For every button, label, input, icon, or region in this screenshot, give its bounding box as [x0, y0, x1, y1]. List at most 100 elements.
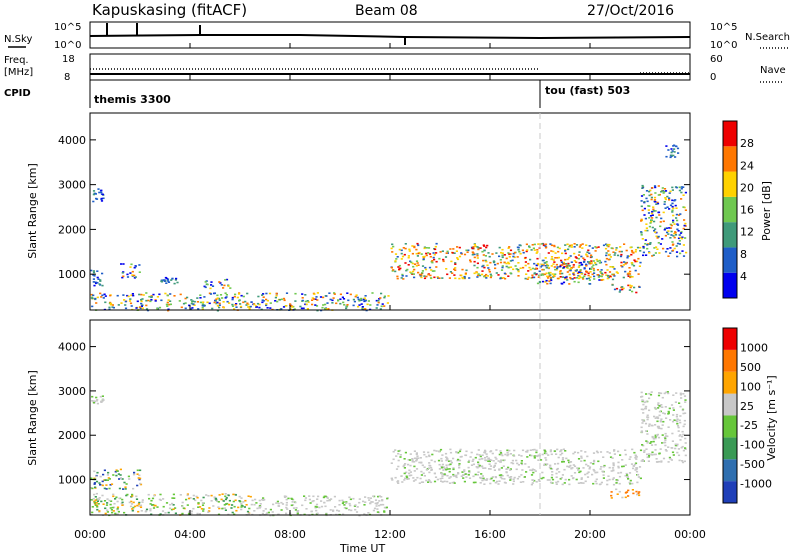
- data-pixel: [647, 460, 650, 462]
- data-pixel: [544, 450, 547, 453]
- data-pixel: [499, 277, 502, 280]
- data-pixel: [477, 273, 480, 275]
- data-pixel: [438, 257, 441, 260]
- data-pixel: [269, 514, 272, 517]
- data-pixel: [575, 257, 578, 259]
- data-pixel: [578, 275, 581, 277]
- data-pixel: [138, 264, 141, 266]
- data-pixel: [260, 308, 263, 311]
- data-pixel: [629, 246, 632, 249]
- data-pixel: [570, 467, 573, 470]
- data-pixel: [664, 234, 667, 237]
- data-pixel: [660, 418, 663, 420]
- data-pixel: [304, 294, 307, 296]
- data-pixel: [201, 306, 204, 309]
- data-pixel: [374, 499, 378, 501]
- data-pixel: [224, 292, 227, 294]
- data-pixel: [503, 478, 506, 480]
- data-pixel: [533, 272, 536, 274]
- data-pixel: [552, 250, 555, 253]
- data-pixel: [662, 420, 665, 423]
- data-pixel: [610, 494, 613, 497]
- data-pixel: [634, 250, 637, 253]
- data-pixel: [412, 480, 416, 482]
- data-pixel: [478, 454, 481, 456]
- data-pixel: [359, 299, 362, 301]
- data-pixel: [548, 280, 551, 282]
- data-pixel: [424, 266, 427, 269]
- data-pixel: [127, 295, 130, 298]
- data-pixel: [109, 302, 113, 305]
- data-pixel: [472, 481, 475, 484]
- data-pixel: [605, 243, 608, 246]
- data-pixel: [109, 507, 112, 509]
- data-pixel: [192, 303, 195, 305]
- data-pixel: [266, 307, 269, 309]
- data-pixel: [681, 435, 684, 438]
- data-pixel: [352, 304, 355, 307]
- data-pixel: [428, 455, 431, 458]
- data-pixel: [258, 505, 261, 507]
- data-pixel: [383, 305, 386, 307]
- data-pixel: [558, 247, 561, 250]
- data-pixel: [682, 393, 685, 395]
- data-pixel: [472, 463, 475, 466]
- data-pixel: [238, 292, 241, 294]
- data-pixel: [597, 246, 600, 248]
- data-pixel: [684, 412, 687, 414]
- data-pixel: [489, 276, 492, 279]
- data-pixel: [555, 481, 558, 484]
- data-pixel: [559, 265, 562, 268]
- data-pixel: [602, 477, 605, 479]
- data-pixel: [580, 450, 583, 452]
- data-pixel: [322, 496, 325, 499]
- data-pixel: [499, 476, 503, 479]
- data-pixel: [593, 272, 596, 274]
- data-pixel: [186, 493, 189, 495]
- data-pixel: [664, 198, 667, 201]
- data-pixel: [227, 285, 230, 287]
- data-pixel: [599, 483, 602, 485]
- data-pixel: [545, 279, 548, 282]
- data-pixel: [603, 464, 606, 467]
- data-pixel: [148, 497, 151, 500]
- data-pixel: [281, 503, 285, 505]
- data-pixel: [280, 308, 283, 310]
- data-pixel: [232, 500, 235, 503]
- data-pixel: [271, 511, 274, 513]
- data-pixel: [208, 510, 211, 512]
- data-pixel: [201, 303, 204, 305]
- data-pixel: [654, 186, 657, 189]
- data-pixel: [530, 277, 533, 279]
- data-pixel: [225, 294, 228, 296]
- data-pixel: [669, 419, 672, 421]
- data-pixel: [478, 465, 481, 468]
- data-pixel: [451, 272, 454, 274]
- data-pixel: [682, 194, 685, 196]
- colorbar-frame: [722, 327, 738, 504]
- data-pixel: [106, 502, 109, 504]
- data-pixel: [574, 256, 577, 258]
- data-pixel: [296, 512, 299, 515]
- data-pixel: [626, 474, 629, 476]
- data-pixel: [613, 449, 616, 451]
- data-pixel: [133, 505, 137, 508]
- data-pixel: [101, 395, 104, 397]
- data-pixel: [546, 479, 549, 481]
- data-pixel: [339, 293, 342, 296]
- data-pixel: [334, 506, 337, 508]
- data-pixel: [575, 269, 578, 271]
- data-pixel: [299, 305, 302, 308]
- data-pixel: [559, 264, 562, 267]
- data-pixel: [662, 412, 665, 414]
- data-pixel: [525, 273, 528, 275]
- data-pixel: [93, 500, 96, 503]
- data-pixel: [405, 269, 408, 272]
- data-pixel: [262, 510, 265, 512]
- data-pixel: [265, 292, 268, 295]
- data-pixel: [314, 506, 317, 509]
- data-pixel: [649, 242, 652, 244]
- data-pixel: [509, 477, 512, 480]
- data-pixel: [517, 270, 520, 273]
